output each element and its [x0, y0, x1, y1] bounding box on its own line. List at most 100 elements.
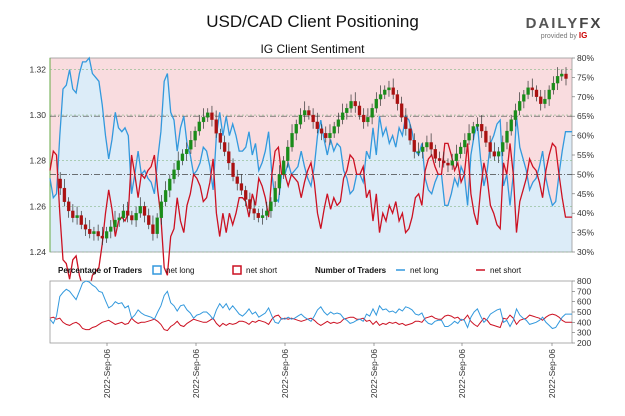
candle-body [374, 98, 378, 109]
candle-body [79, 215, 83, 225]
pct-tick-label: 60% [577, 131, 594, 141]
candle-body [319, 128, 324, 134]
candle-body [408, 128, 412, 141]
candle-body [290, 133, 294, 148]
candle-body [412, 140, 416, 152]
candle-body [277, 174, 282, 189]
candle-body [142, 206, 147, 216]
candle-body [58, 178, 62, 189]
candle-body [239, 183, 244, 191]
candle-body [235, 176, 239, 184]
candle-body [218, 133, 223, 143]
legend-pct-title: Percentage of Traders [58, 266, 143, 275]
candle-body [113, 219, 117, 228]
candle-body [366, 117, 370, 123]
candle-body [547, 89, 551, 100]
candle-body [265, 210, 269, 216]
candle-body [471, 126, 475, 134]
candle-body [281, 160, 286, 175]
pct-tick-label: 45% [577, 189, 594, 199]
candle-body [147, 215, 151, 225]
candle-body [201, 117, 206, 123]
candle-body [269, 201, 273, 212]
candle-body [126, 210, 130, 216]
candle-body [62, 187, 67, 202]
x-tick-label: 2022-Sep-06 [102, 349, 112, 398]
candle-body [109, 226, 113, 232]
x-tick-label: 2022-Sep-06 [191, 349, 201, 398]
candle-body [446, 162, 450, 166]
candle-body [66, 201, 71, 212]
candle-body [555, 76, 560, 84]
candle-body [332, 126, 336, 134]
candle-body [163, 190, 168, 202]
candle-body [121, 210, 126, 218]
count-tick-label: 300 [577, 328, 591, 338]
candle-body [395, 94, 400, 104]
candle-body [260, 215, 265, 218]
candle-body [560, 73, 564, 77]
candle-body [551, 82, 556, 91]
candle-body [442, 160, 446, 164]
candle-body [404, 117, 408, 129]
dailyfx-logo: DAILYFX provided by IG [525, 15, 603, 40]
x-tick-label: 2022-Sep-06 [457, 349, 467, 398]
candle-body [315, 121, 319, 129]
candle-body [231, 162, 235, 177]
pct-tick-label: 35% [577, 228, 594, 238]
legend-pct-short: net short [246, 266, 278, 275]
candle-body [501, 142, 505, 152]
legend-pct-long: net long [166, 266, 194, 275]
candle-body [488, 142, 492, 152]
candle-body [378, 94, 383, 100]
candle-body [509, 119, 513, 132]
legend-pct-long-swatch [152, 265, 162, 275]
legend-pct-short-swatch [232, 265, 242, 275]
candle-body [222, 142, 227, 152]
candle-body [357, 105, 362, 116]
x-tick-label: 2022-Sep-06 [547, 349, 557, 398]
candle-body [185, 149, 189, 155]
count-tick-label: 700 [577, 286, 591, 296]
candle-body [362, 114, 366, 123]
candle-body [454, 153, 459, 161]
long-sentiment-area [50, 58, 572, 252]
count-tick-label: 800 [577, 276, 591, 286]
candle-body [530, 87, 534, 91]
candle-body [176, 160, 180, 170]
candle-body [496, 151, 501, 157]
count-tick-label: 400 [577, 317, 591, 327]
pct-tick-label: 70% [577, 92, 594, 102]
candle-body [155, 217, 159, 234]
pct-tick-label: 30% [577, 247, 594, 257]
candle-body [104, 231, 109, 239]
candle-body [193, 130, 197, 141]
candle-body [421, 146, 425, 152]
candle-body [303, 110, 307, 116]
x-tick-label: 2022-Sep-06 [280, 349, 290, 398]
candle-body [286, 146, 290, 161]
net-short-pct-line [49, 142, 572, 293]
candle-body [210, 112, 214, 120]
candle-body [92, 231, 96, 234]
count-tick-label: 500 [577, 307, 591, 317]
candle-body [534, 89, 539, 97]
candle-body [437, 158, 442, 161]
candle-body [564, 73, 568, 79]
candle-body [324, 133, 328, 139]
logo-provider: IG [578, 31, 588, 40]
legend-num-short: net short [490, 266, 522, 275]
candle-body [328, 133, 332, 139]
candle-body [345, 108, 349, 113]
candle-body [100, 235, 105, 239]
candle-body [138, 206, 142, 214]
candle-body [484, 130, 488, 143]
logo-brand-left: DAILY [525, 15, 580, 32]
candle-body [416, 151, 421, 153]
candle-body [353, 101, 357, 107]
candle-body [172, 169, 176, 180]
pct-tick-label: 80% [577, 53, 594, 63]
candle-body [83, 224, 88, 230]
candle-body [256, 213, 260, 218]
